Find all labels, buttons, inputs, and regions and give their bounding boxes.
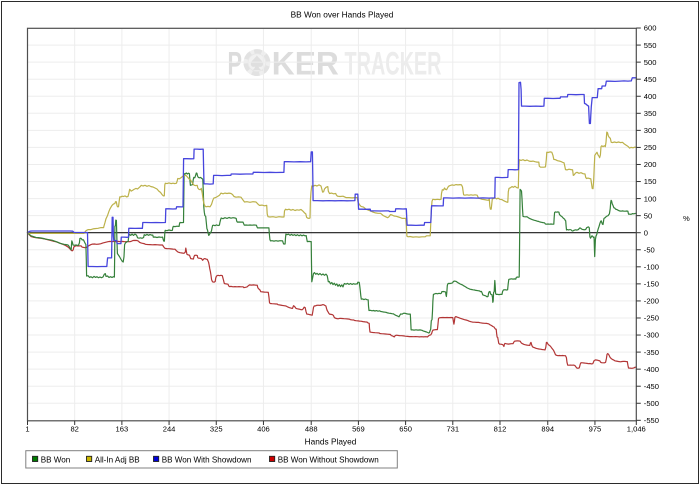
svg-text:All-In Adj BB: All-In Adj BB [95,456,140,465]
svg-text:244: 244 [163,425,176,434]
svg-text:TRACKER: TRACKER [345,46,442,82]
svg-text:BB Won With Showdown: BB Won With Showdown [162,456,252,465]
svg-text:Hands Played: Hands Played [305,437,357,447]
svg-text:-400: -400 [644,365,659,374]
svg-text:KER: KER [272,46,339,82]
svg-text:150: 150 [644,177,657,186]
svg-text:1: 1 [25,425,29,434]
svg-text:250: 250 [644,143,657,152]
svg-text:400: 400 [644,92,657,101]
svg-text:975: 975 [589,425,602,434]
svg-text:650: 650 [399,425,412,434]
svg-text:731: 731 [446,425,459,434]
svg-text:82: 82 [70,425,78,434]
svg-text:163: 163 [116,425,129,434]
svg-text:450: 450 [644,75,657,84]
svg-text:100: 100 [644,194,657,203]
svg-text:406: 406 [257,425,270,434]
svg-text:-150: -150 [644,280,659,289]
svg-text:894: 894 [541,425,554,434]
svg-text:550: 550 [644,41,657,50]
svg-text:50: 50 [644,211,652,220]
svg-text:0: 0 [644,228,648,237]
svg-text:-250: -250 [644,314,659,323]
svg-text:-450: -450 [644,382,659,391]
svg-text:-350: -350 [644,348,659,357]
svg-text:1,046: 1,046 [627,425,646,434]
svg-text:600: 600 [644,24,657,33]
svg-text:%: % [683,214,690,223]
svg-text:325: 325 [210,425,223,434]
svg-text:BB Won Without Showdown: BB Won Without Showdown [278,456,379,465]
svg-text:BB Won over Hands Played: BB Won over Hands Played [291,10,394,20]
svg-text:-300: -300 [644,331,659,340]
svg-text:-50: -50 [644,245,655,254]
svg-text:-550: -550 [644,416,659,425]
svg-text:300: 300 [644,126,657,135]
svg-text:-100: -100 [644,263,659,272]
svg-text:569: 569 [352,425,365,434]
svg-text:BB Won: BB Won [41,456,71,465]
svg-text:-200: -200 [644,297,659,306]
svg-text:812: 812 [494,425,507,434]
svg-text:488: 488 [305,425,318,434]
svg-text:200: 200 [644,160,657,169]
svg-text:P: P [228,46,243,82]
svg-text:-500: -500 [644,399,659,408]
svg-text:500: 500 [644,58,657,67]
svg-text:350: 350 [644,109,657,118]
